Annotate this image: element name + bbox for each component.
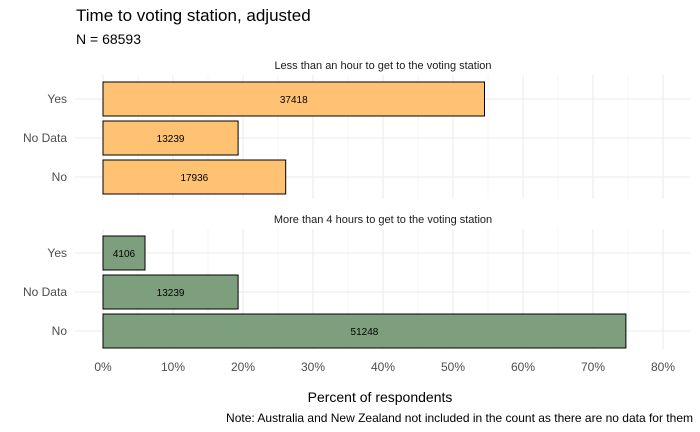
bar [102,235,146,271]
x-tick-label: 0% [94,360,112,374]
bar-value-label: 13239 [157,134,185,145]
x-tick-label: 20% [231,360,255,374]
x-tick-label: 50% [441,360,465,374]
x-tick-label: 60% [511,360,535,374]
y-tick-label: No Data [23,131,67,145]
y-tick-label: No Data [23,285,67,299]
chart-title: Time to voting station, adjusted [76,6,311,25]
x-tick-label: 30% [301,360,325,374]
y-tick-label: Yes [47,246,67,260]
bar-value-label: 51248 [351,327,379,338]
y-tick-label: No [52,324,68,338]
bar [102,120,239,156]
panel-strip-label: More than 4 hours to get to the voting s… [274,214,492,226]
bar [102,274,239,310]
x-tick-label: 10% [161,360,185,374]
bar-value-label: 13239 [157,288,185,299]
panel-strip-label: Less than an hour to get to the voting s… [274,60,491,72]
chart-subtitle: N = 68593 [76,31,141,47]
x-tick-label: 40% [371,360,395,374]
bar-value-label: 4106 [113,249,136,260]
chart-note: Note: Australia and New Zealand not incl… [226,411,693,425]
bar-value-label: 17936 [180,173,208,184]
bar [102,313,627,349]
bar [102,81,485,117]
x-tick-label: 70% [581,360,605,374]
x-tick-label: 80% [651,360,675,374]
bar [102,159,287,195]
y-tick-label: No [52,170,68,184]
bar-value-label: 37418 [280,95,308,106]
y-tick-label: Yes [47,92,67,106]
x-axis-label: Percent of respondents [307,389,453,405]
